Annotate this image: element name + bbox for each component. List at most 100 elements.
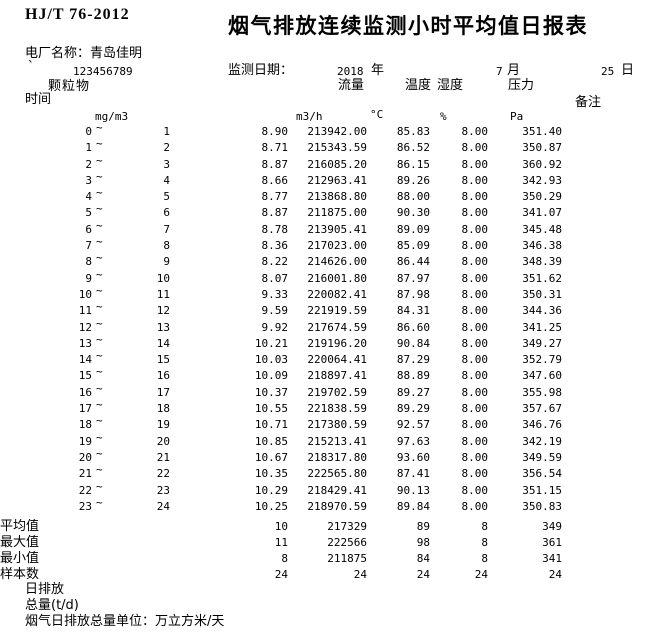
hour-range-tilde: ~ bbox=[96, 205, 103, 216]
summary-label: 最小值 bbox=[0, 551, 40, 566]
cell-temperature: 97.63 bbox=[396, 434, 430, 448]
summary-temperature: 24 bbox=[416, 568, 431, 581]
cell-flow: 220064.41 bbox=[307, 353, 367, 367]
hour-range-tilde: ~ bbox=[96, 466, 103, 477]
cell-pressure: 350.29 bbox=[522, 190, 562, 204]
cell-flow: 218317.80 bbox=[307, 450, 367, 464]
summary-humidity: 24 bbox=[474, 568, 489, 581]
hour-range-tilde: ~ bbox=[96, 384, 103, 395]
cell-remark bbox=[562, 385, 663, 401]
summary-humidity: 8 bbox=[481, 520, 489, 533]
cell-humidity: 8.00 bbox=[461, 239, 489, 253]
cell-remark bbox=[562, 238, 663, 254]
hourly-data-table: 0 ~ 1 8.90 213942.00 85.83 8.00 351.40 1… bbox=[0, 124, 663, 515]
summary-label: 样本数 bbox=[0, 567, 40, 582]
hour-range-tilde: ~ bbox=[96, 335, 103, 346]
cell-humidity: 8.00 bbox=[461, 402, 489, 416]
summary-label: 最大值 bbox=[0, 535, 40, 550]
cell-flow: 213942.00 bbox=[307, 125, 367, 138]
hour-range-tilde: ~ bbox=[96, 270, 103, 281]
cell-remark bbox=[562, 417, 663, 433]
cell-pressure: 350.87 bbox=[522, 141, 562, 155]
cell-remark bbox=[562, 450, 663, 466]
summary-temperature: 84 bbox=[416, 552, 431, 565]
cell-flow: 213905.41 bbox=[307, 222, 367, 236]
table-row: 5 ~ 6 8.87 211875.00 90.30 8.00 341.07 bbox=[0, 205, 663, 221]
cell-temperature: 86.15 bbox=[396, 157, 430, 171]
cell-dust: 10.21 bbox=[254, 336, 288, 350]
cell-humidity: 8.00 bbox=[461, 450, 489, 464]
summary-row: 最大值 11 222566 98 8 361 bbox=[0, 535, 663, 551]
cell-pressure: 357.67 bbox=[522, 402, 562, 416]
cell-humidity: 8.00 bbox=[461, 255, 489, 269]
cell-pressure: 352.79 bbox=[522, 353, 562, 367]
hour-to: 22 bbox=[156, 467, 170, 481]
cell-pressure: 355.98 bbox=[522, 385, 562, 399]
cell-flow: 215343.59 bbox=[307, 141, 367, 155]
cell-temperature: 89.29 bbox=[396, 402, 430, 416]
cell-flow: 219702.59 bbox=[307, 385, 367, 399]
hour-from: 11 bbox=[78, 304, 92, 318]
cell-flow: 214626.00 bbox=[307, 255, 367, 269]
date-month-value: 7 bbox=[496, 65, 503, 78]
summary-row: 平均值 10 217329 89 8 349 bbox=[0, 519, 663, 535]
hourly-rows: 0 ~ 1 8.90 213942.00 85.83 8.00 351.40 1… bbox=[0, 124, 663, 515]
summary-temperature: 89 bbox=[416, 520, 431, 533]
cell-remark bbox=[562, 157, 663, 173]
cell-dust: 8.87 bbox=[261, 157, 289, 171]
quote-mark: ` bbox=[27, 60, 35, 75]
column-header-humidity: 湿度 bbox=[437, 78, 464, 93]
cell-dust: 9.59 bbox=[261, 304, 289, 318]
hour-range-tilde: ~ bbox=[96, 221, 103, 232]
cell-humidity: 8.00 bbox=[461, 434, 489, 448]
cell-remark bbox=[562, 434, 663, 450]
cell-humidity: 8.00 bbox=[461, 304, 489, 318]
cell-humidity: 8.00 bbox=[461, 287, 489, 301]
hour-from: 7 bbox=[85, 239, 92, 253]
cell-flow: 216085.20 bbox=[307, 157, 367, 171]
table-row: 4 ~ 5 8.77 213868.80 88.00 8.00 350.29 bbox=[0, 189, 663, 205]
hour-to: 23 bbox=[156, 483, 170, 497]
cell-humidity: 8.00 bbox=[461, 157, 489, 171]
hour-to: 18 bbox=[156, 402, 170, 416]
cell-flow: 221838.59 bbox=[307, 402, 367, 416]
cell-flow: 219196.20 bbox=[307, 336, 367, 350]
cell-pressure: 350.31 bbox=[522, 287, 562, 301]
hour-to: 14 bbox=[156, 336, 170, 350]
cell-pressure: 341.07 bbox=[522, 206, 562, 220]
cell-remark bbox=[562, 287, 663, 303]
cell-dust: 8.36 bbox=[261, 239, 289, 253]
hour-from: 20 bbox=[78, 450, 92, 464]
table-row: 15 ~ 16 10.09 218897.41 88.89 8.00 347.6… bbox=[0, 368, 663, 384]
hour-to: 10 bbox=[156, 271, 170, 285]
cell-temperature: 87.29 bbox=[396, 353, 430, 367]
cell-pressure: 350.83 bbox=[522, 499, 562, 513]
cell-humidity: 8.00 bbox=[461, 499, 489, 513]
cell-dust: 8.07 bbox=[261, 271, 289, 285]
cell-flow: 217674.59 bbox=[307, 320, 367, 334]
cell-pressure: 346.38 bbox=[522, 239, 562, 253]
cell-pressure: 341.25 bbox=[522, 320, 562, 334]
cell-temperature: 85.83 bbox=[396, 125, 430, 138]
hour-to: 9 bbox=[163, 255, 170, 269]
table-row: 11 ~ 12 9.59 221919.59 84.31 8.00 344.36 bbox=[0, 303, 663, 319]
plant-name-label: 电厂名称： bbox=[25, 46, 91, 61]
hour-from: 16 bbox=[78, 385, 92, 399]
hour-to: 3 bbox=[163, 157, 170, 171]
cell-temperature: 87.98 bbox=[396, 287, 430, 301]
table-row: 0 ~ 1 8.90 213942.00 85.83 8.00 351.40 bbox=[0, 124, 663, 140]
cell-temperature: 90.84 bbox=[396, 336, 430, 350]
hour-to: 12 bbox=[156, 304, 170, 318]
hour-from: 4 bbox=[85, 190, 92, 204]
hour-from: 18 bbox=[78, 418, 92, 432]
cell-remark bbox=[562, 499, 663, 515]
cell-temperature: 90.30 bbox=[396, 206, 430, 220]
cell-humidity: 8.00 bbox=[461, 353, 489, 367]
cell-flow: 211875.00 bbox=[307, 206, 367, 220]
cell-pressure: 345.48 bbox=[522, 222, 562, 236]
cell-dust: 10.71 bbox=[254, 418, 288, 432]
cell-humidity: 8.00 bbox=[461, 483, 489, 497]
cell-flow: 218970.59 bbox=[307, 499, 367, 513]
cell-humidity: 8.00 bbox=[461, 141, 489, 155]
summary-row: 最小值 8 211875 84 8 341 bbox=[0, 551, 663, 567]
